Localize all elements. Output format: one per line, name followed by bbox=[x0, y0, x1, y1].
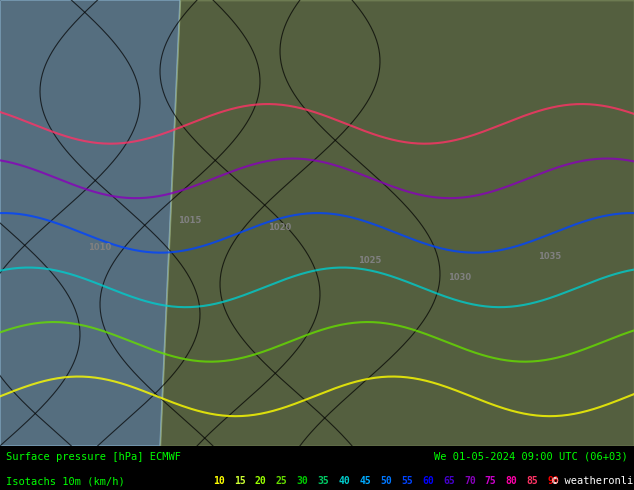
Text: 1035: 1035 bbox=[538, 251, 562, 261]
Text: 25: 25 bbox=[276, 476, 287, 486]
Text: © weatheronline.co.uk: © weatheronline.co.uk bbox=[552, 476, 634, 486]
Text: 1020: 1020 bbox=[268, 223, 292, 232]
Text: 10: 10 bbox=[213, 476, 224, 486]
Text: 15: 15 bbox=[234, 476, 245, 486]
Text: 60: 60 bbox=[422, 476, 434, 486]
Text: 45: 45 bbox=[359, 476, 371, 486]
Text: 35: 35 bbox=[318, 476, 329, 486]
Text: 55: 55 bbox=[401, 476, 413, 486]
Text: Isotachs 10m (km/h): Isotachs 10m (km/h) bbox=[6, 476, 125, 486]
Text: 75: 75 bbox=[485, 476, 496, 486]
Text: 70: 70 bbox=[464, 476, 476, 486]
Text: 80: 80 bbox=[506, 476, 517, 486]
Polygon shape bbox=[0, 0, 180, 446]
Text: 65: 65 bbox=[443, 476, 455, 486]
Text: 50: 50 bbox=[380, 476, 392, 486]
Text: 90: 90 bbox=[548, 476, 559, 486]
Text: 20: 20 bbox=[255, 476, 266, 486]
Text: 1015: 1015 bbox=[178, 216, 202, 224]
Text: 40: 40 bbox=[339, 476, 350, 486]
Polygon shape bbox=[160, 0, 634, 446]
Text: 1025: 1025 bbox=[358, 256, 382, 266]
Text: We 01-05-2024 09:00 UTC (06+03): We 01-05-2024 09:00 UTC (06+03) bbox=[434, 452, 628, 462]
Text: Surface pressure [hPa] ECMWF: Surface pressure [hPa] ECMWF bbox=[6, 452, 181, 462]
Text: 1010: 1010 bbox=[88, 243, 112, 252]
Text: 30: 30 bbox=[297, 476, 308, 486]
Text: 85: 85 bbox=[527, 476, 538, 486]
Text: 1030: 1030 bbox=[448, 273, 472, 282]
